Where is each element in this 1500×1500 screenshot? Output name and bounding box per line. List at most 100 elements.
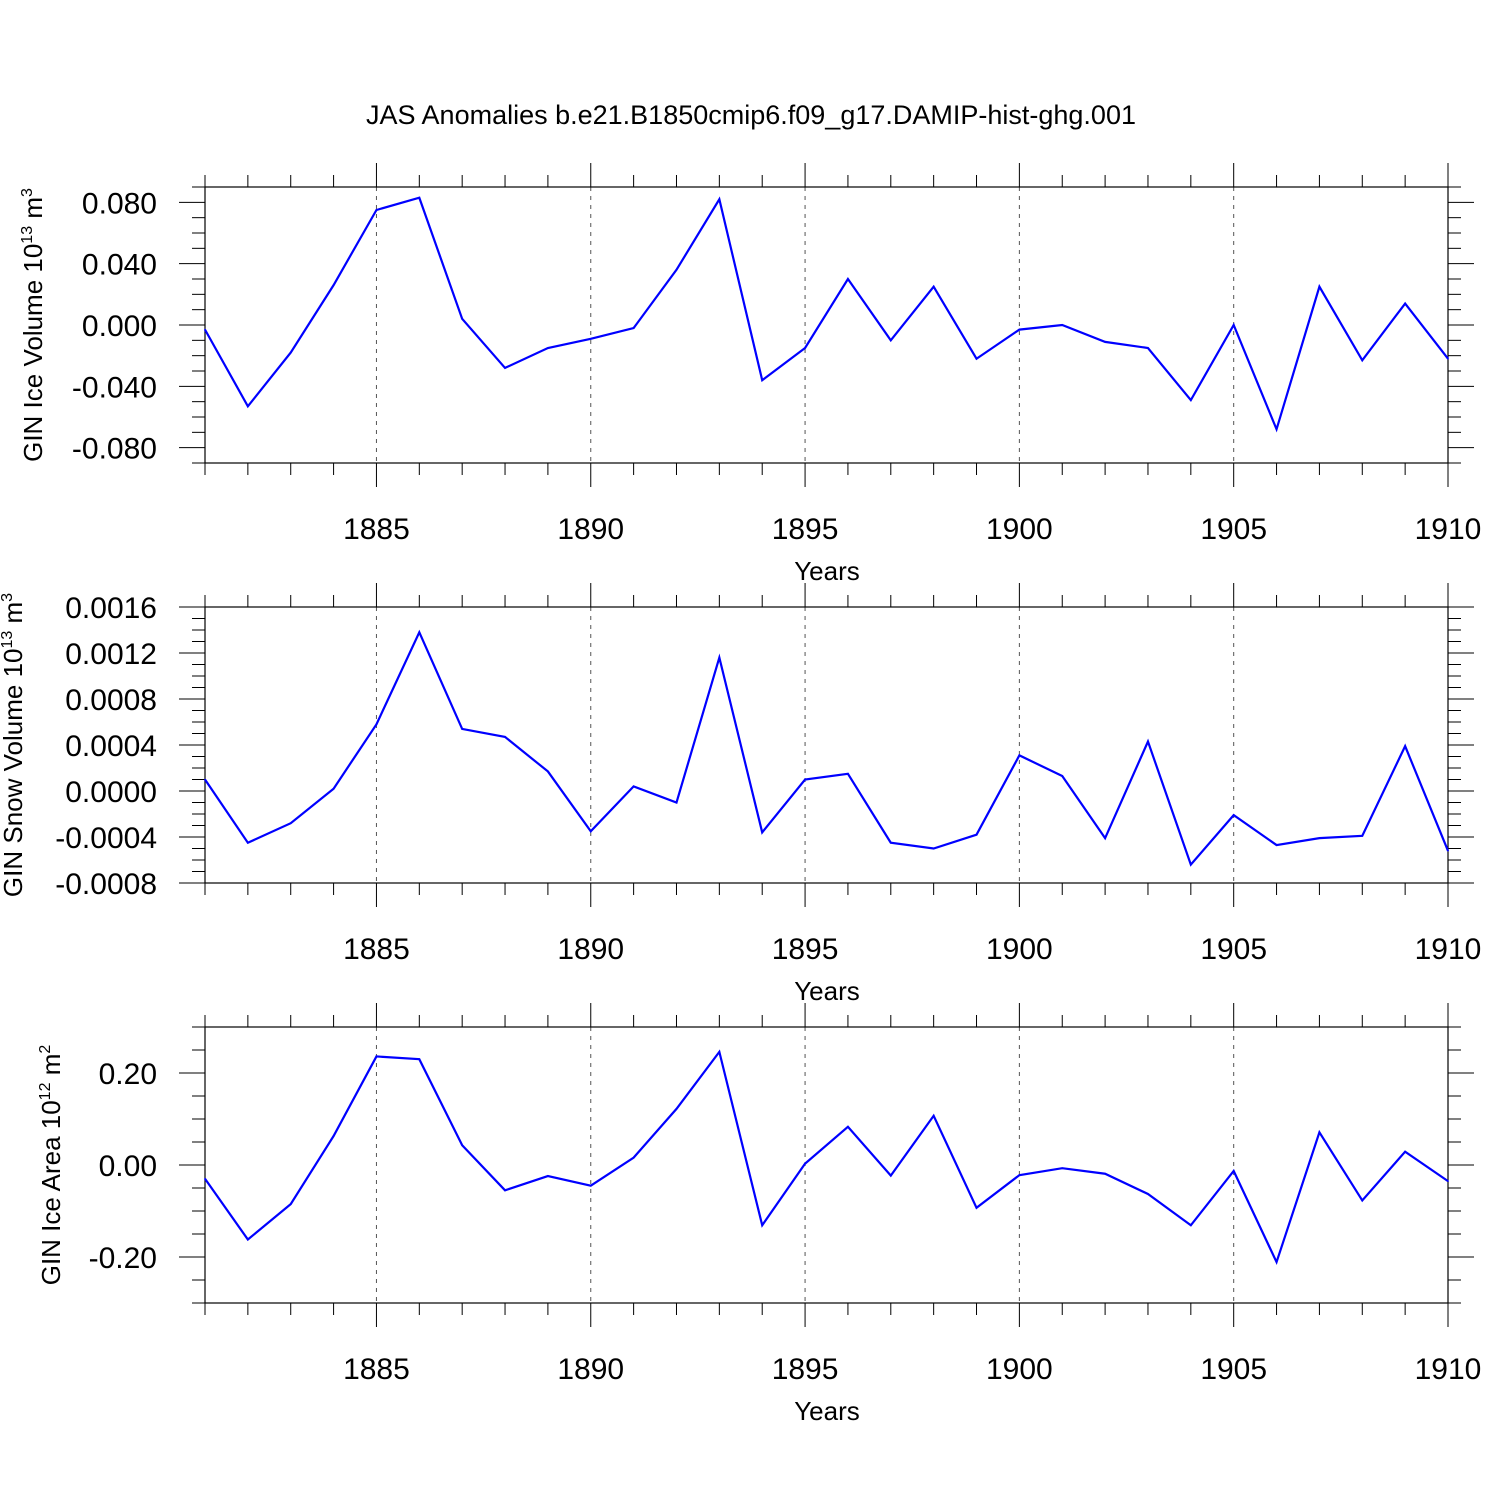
data-point xyxy=(761,1224,764,1227)
data-point xyxy=(1147,740,1149,743)
x-tick-label: 1885 xyxy=(343,933,410,966)
data-point xyxy=(675,1108,678,1110)
data-point xyxy=(1361,1199,1364,1202)
data-point xyxy=(1275,844,1278,846)
data-point xyxy=(718,656,721,659)
y-tick-label: -0.080 xyxy=(72,433,157,466)
data-point xyxy=(1018,328,1021,331)
data-point xyxy=(1447,357,1449,360)
data-point xyxy=(504,1189,506,1192)
data-point xyxy=(1018,754,1021,757)
data-point xyxy=(1318,837,1321,839)
y-axis-label: GIN Ice Area 1012 m2 xyxy=(36,1045,66,1286)
data-point xyxy=(632,785,635,788)
y-tick-label: -0.0004 xyxy=(55,822,157,855)
data-point xyxy=(1190,863,1192,866)
data-point xyxy=(804,347,806,349)
data-point xyxy=(504,367,506,369)
data-point xyxy=(932,847,935,850)
data-point xyxy=(289,1203,292,1205)
data-point xyxy=(418,1058,421,1060)
data-point xyxy=(589,1184,592,1187)
data-point xyxy=(418,631,421,634)
data-point xyxy=(1275,428,1278,431)
y-axis-label: GIN Snow Volume 1013 m3 xyxy=(0,593,28,897)
data-point xyxy=(975,1206,978,1209)
data-point xyxy=(1404,1150,1406,1153)
panel-3: -0.20 0.00 0.20 1885 1890 1895 1900 1905 1910 Yea… xyxy=(36,1003,1481,1426)
x-tick-label: 1910 xyxy=(1415,1353,1482,1386)
series-line xyxy=(204,1049,1449,1266)
data-point xyxy=(718,198,721,201)
y-tick-label: 0.080 xyxy=(82,187,157,220)
x-tick-label: 1900 xyxy=(986,513,1053,546)
plot-frame xyxy=(204,606,1449,884)
data-point xyxy=(418,196,421,199)
data-point xyxy=(332,787,335,790)
x-tick-label: 1905 xyxy=(1200,513,1267,546)
data-point xyxy=(889,339,892,342)
y-tick-label: 0.040 xyxy=(82,249,157,282)
series-line xyxy=(204,196,1449,433)
y-tick-label: 0.0016 xyxy=(65,592,157,625)
data-point xyxy=(761,379,764,382)
data-point xyxy=(375,1055,378,1058)
data-point xyxy=(204,778,206,781)
data-point xyxy=(247,405,249,408)
data-point xyxy=(932,1114,935,1117)
data-point xyxy=(589,338,592,340)
data-point xyxy=(1232,814,1235,816)
data-point xyxy=(204,328,206,331)
y-tick-label: 0.00 xyxy=(99,1150,157,1183)
x-tick-label: 1885 xyxy=(343,1353,410,1386)
data-point xyxy=(375,723,378,726)
plot-frame xyxy=(204,1026,1449,1304)
data-point xyxy=(1275,1261,1278,1263)
data-point xyxy=(1404,745,1406,747)
data-point xyxy=(589,830,592,833)
data-point xyxy=(332,1135,335,1137)
y-tick-label: 0.000 xyxy=(82,310,157,343)
data-point xyxy=(718,1051,721,1053)
y-tick-label: 0.20 xyxy=(99,1058,157,1091)
data-point xyxy=(204,1178,206,1180)
data-point xyxy=(1361,359,1364,362)
data-point xyxy=(461,728,463,730)
data-point xyxy=(1318,285,1321,288)
data-point xyxy=(632,1156,635,1159)
x-axis-label: Years xyxy=(794,1396,860,1426)
data-point xyxy=(1061,324,1064,326)
chart-title: JAS Anomalies b.e21.B1850cmip6.f09_g17.D… xyxy=(366,100,1136,130)
x-tick-label: 1890 xyxy=(557,933,624,966)
data-point xyxy=(675,269,678,271)
x-tick-label: 1890 xyxy=(557,513,624,546)
data-point xyxy=(461,318,463,320)
data-point xyxy=(504,736,506,738)
panel-1: -0.080 -0.040 0.000 0.040 0.080 1885 1890 1895 1… xyxy=(18,163,1481,586)
y-tick-label: 0.0004 xyxy=(65,730,157,763)
data-point xyxy=(1061,775,1064,777)
data-point xyxy=(461,1144,463,1147)
data-point xyxy=(1018,1174,1021,1176)
data-point xyxy=(289,822,292,824)
data-point xyxy=(1447,1180,1449,1182)
x-tick-label: 1910 xyxy=(1415,513,1482,546)
x-tick-label: 1890 xyxy=(557,1353,624,1386)
y-tick-label: -0.20 xyxy=(89,1242,157,1275)
data-point xyxy=(847,772,849,775)
x-tick-label: 1895 xyxy=(772,1353,839,1386)
data-point xyxy=(1104,837,1106,839)
data-point xyxy=(1447,850,1449,852)
y-tick-label: 0.0008 xyxy=(65,684,157,717)
y-tick-label: 0.0012 xyxy=(65,638,157,671)
data-point xyxy=(1061,1167,1064,1170)
data-point xyxy=(975,833,978,836)
plot-frame xyxy=(204,186,1449,464)
x-tick-label: 1885 xyxy=(343,513,410,546)
data-point xyxy=(932,285,935,288)
data-point xyxy=(1404,302,1406,305)
data-point xyxy=(975,357,978,360)
data-point xyxy=(289,351,292,354)
data-point xyxy=(761,831,764,834)
